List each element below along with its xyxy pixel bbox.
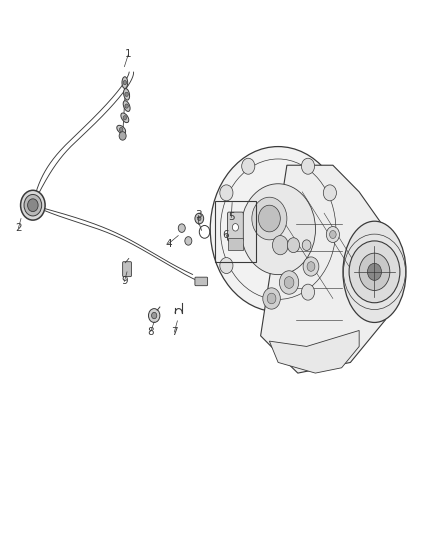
Ellipse shape — [121, 113, 129, 123]
Text: 1: 1 — [125, 50, 132, 59]
Circle shape — [120, 127, 123, 132]
Circle shape — [232, 223, 238, 231]
Circle shape — [125, 104, 128, 108]
Circle shape — [252, 197, 287, 240]
Ellipse shape — [124, 88, 130, 100]
FancyBboxPatch shape — [195, 277, 208, 286]
Circle shape — [329, 230, 336, 239]
Polygon shape — [261, 165, 394, 373]
Circle shape — [185, 237, 192, 245]
Circle shape — [323, 185, 336, 201]
Ellipse shape — [117, 125, 126, 134]
Circle shape — [195, 213, 204, 224]
Circle shape — [178, 224, 185, 232]
Text: 7: 7 — [171, 327, 178, 337]
FancyBboxPatch shape — [123, 262, 131, 277]
Circle shape — [148, 309, 160, 322]
Text: 6: 6 — [223, 230, 230, 239]
Text: 3: 3 — [195, 211, 202, 220]
Circle shape — [267, 293, 276, 304]
Circle shape — [258, 205, 280, 232]
Circle shape — [24, 195, 42, 216]
Circle shape — [119, 132, 126, 140]
Circle shape — [241, 184, 315, 274]
Circle shape — [307, 262, 315, 271]
Text: 2: 2 — [15, 223, 22, 233]
Circle shape — [220, 257, 233, 273]
Ellipse shape — [123, 101, 130, 111]
Bar — [228, 238, 244, 250]
Circle shape — [220, 185, 233, 201]
Text: 9: 9 — [121, 277, 128, 286]
Ellipse shape — [343, 221, 406, 322]
FancyBboxPatch shape — [228, 212, 244, 241]
Circle shape — [21, 190, 45, 220]
Circle shape — [349, 241, 400, 303]
Circle shape — [263, 288, 280, 309]
Circle shape — [279, 271, 299, 294]
Circle shape — [301, 284, 314, 300]
Text: 8: 8 — [147, 327, 154, 336]
Circle shape — [302, 240, 311, 251]
Ellipse shape — [122, 77, 127, 88]
Circle shape — [359, 253, 390, 290]
Circle shape — [210, 147, 346, 312]
Polygon shape — [269, 330, 359, 373]
Circle shape — [198, 216, 201, 221]
Text: 4: 4 — [165, 239, 172, 248]
Text: 5: 5 — [228, 213, 235, 222]
Circle shape — [123, 80, 127, 85]
Circle shape — [28, 199, 38, 212]
Bar — [215, 201, 256, 262]
Circle shape — [303, 257, 319, 276]
Circle shape — [287, 238, 300, 253]
Circle shape — [367, 263, 381, 280]
Circle shape — [152, 312, 157, 319]
Circle shape — [123, 116, 127, 120]
Circle shape — [242, 158, 255, 174]
Circle shape — [301, 158, 314, 174]
Circle shape — [125, 92, 128, 96]
Circle shape — [284, 277, 294, 288]
Circle shape — [326, 227, 339, 243]
Circle shape — [272, 236, 288, 255]
